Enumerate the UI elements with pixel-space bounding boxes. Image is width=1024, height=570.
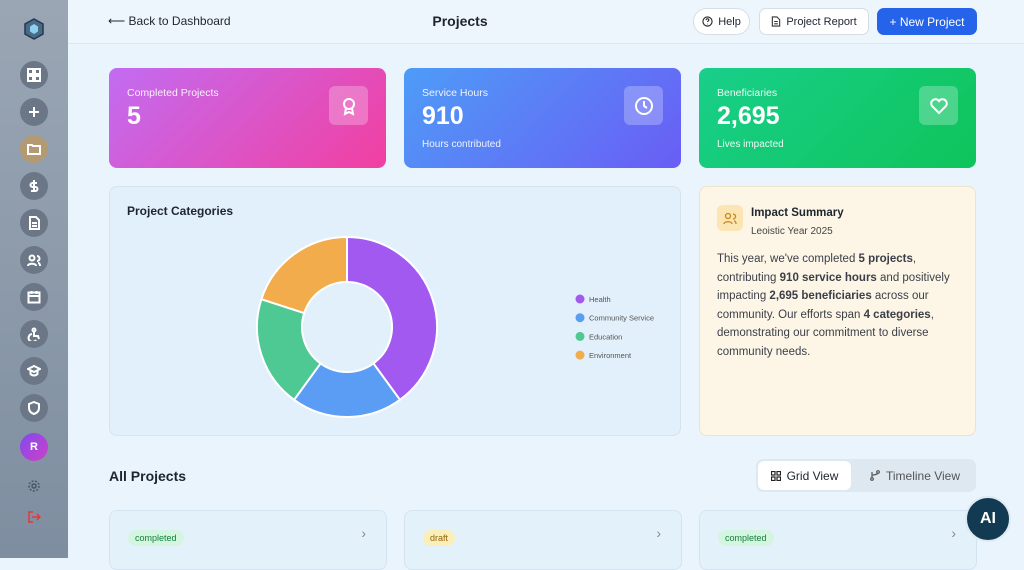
legend-label: Community Service [589, 314, 654, 323]
stat-label: Beneficiaries [717, 87, 778, 99]
donut-slice [346, 235, 438, 402]
back-text[interactable]: Back to Dashboard [128, 14, 231, 28]
stat-sub: Lives impacted [717, 139, 784, 150]
legend-swatch [575, 313, 585, 323]
new-project-button[interactable]: + New Project [877, 8, 977, 35]
status-tag: draft [423, 530, 456, 546]
chart-title: Project Categories [127, 204, 233, 218]
donut-slice [260, 235, 348, 315]
nav-members[interactable] [20, 246, 48, 274]
nav-projects[interactable] [20, 135, 48, 163]
avatar[interactable]: R [20, 433, 48, 461]
legend-swatch [575, 331, 585, 341]
highlight: 4 categories [863, 308, 931, 321]
nav-calendar[interactable] [20, 283, 48, 311]
text: and positively impacting [717, 271, 950, 303]
stat-label: Service Hours [422, 87, 488, 99]
highlight: 5 projects [858, 253, 913, 265]
stat-card: Service Hours 910 Hours contributed [404, 68, 681, 168]
impact-icon [717, 205, 743, 231]
nav-dashboard[interactable] [20, 61, 48, 89]
view-toggle: Grid View Timeline View [756, 459, 976, 492]
chevron[interactable]: › [361, 525, 366, 541]
stat-card: Completed Projects 5 [109, 68, 386, 168]
impact-subtitle: Leoistic Year 2025 [751, 226, 833, 237]
stat-label: Completed Projects [127, 87, 219, 99]
legend-swatch [575, 350, 585, 360]
timeline-view-text[interactable]: Timeline View [885, 468, 961, 483]
impact-card: Impact Summary Leoistic Year 2025 This y… [699, 186, 976, 436]
impact-text: This year, we've completed 5 projects, c… [717, 250, 962, 361]
top-bar: ⟵ Back to Dashboard Projects Help Projec… [68, 0, 1024, 44]
stat-icon [624, 86, 663, 125]
project-card[interactable]: completed › [109, 510, 387, 570]
nav-education[interactable] [20, 357, 48, 385]
impact-title: Impact Summary [751, 207, 844, 219]
timeline-view-button[interactable]: Timeline View [856, 461, 974, 490]
chart: Project Categories Health Community Servi… [127, 204, 654, 418]
legend-label: Education [589, 332, 622, 341]
project-card[interactable]: draft › [404, 510, 682, 570]
text: , demonstrating our commitment to divers… [717, 308, 934, 358]
help-text[interactable]: Help [718, 15, 741, 28]
text: This year, we've completed [717, 253, 859, 265]
status-tag: completed [718, 530, 774, 546]
logo [24, 18, 44, 40]
nav-security[interactable] [20, 394, 48, 422]
logout-icon[interactable] [27, 510, 41, 524]
ai-button[interactable]: AI [965, 496, 1011, 542]
chevron[interactable]: › [656, 525, 661, 541]
report-text[interactable]: Project Report [786, 15, 857, 28]
text: , contributing [717, 253, 917, 284]
back-link[interactable]: ⟵ Back to Dashboard [108, 14, 231, 28]
grid-view-button[interactable]: Grid View [758, 461, 851, 490]
page-title: Projects [432, 13, 488, 29]
stat-value: 910 [422, 102, 464, 130]
project-card[interactable]: completed › [699, 510, 977, 570]
highlight: 2,695 beneficiaries [769, 290, 872, 302]
nav-accessibility[interactable] [20, 320, 48, 348]
legend-label: Health [589, 295, 611, 304]
status-tag: completed [128, 530, 184, 546]
nav-finance[interactable] [20, 172, 48, 200]
help-button[interactable]: Help [693, 8, 750, 35]
stat-card: Beneficiaries 2,695 Lives impacted [699, 68, 976, 168]
section-title: All Projects [109, 468, 187, 484]
report-button[interactable]: Project Report [759, 8, 869, 35]
sidebar: R [0, 0, 68, 558]
stat-value: 2,695 [717, 102, 780, 130]
text: across our community. Our efforts span [717, 290, 929, 321]
legend-label: Environment [589, 351, 632, 360]
stat-value: 5 [127, 102, 141, 130]
settings-icon[interactable] [27, 479, 41, 493]
stat-sub: Hours contributed [422, 139, 501, 150]
grid-view-text[interactable]: Grid View [786, 468, 839, 483]
chevron[interactable]: › [951, 525, 956, 541]
stat-icon [329, 86, 368, 125]
nav-add[interactable] [20, 98, 48, 126]
stat-icon [919, 86, 958, 125]
chart-card: Project Categories Health Community Servi… [109, 186, 681, 436]
legend-swatch [575, 294, 585, 304]
highlight: 910 service hours [779, 271, 877, 284]
nav-documents[interactable] [20, 209, 48, 237]
